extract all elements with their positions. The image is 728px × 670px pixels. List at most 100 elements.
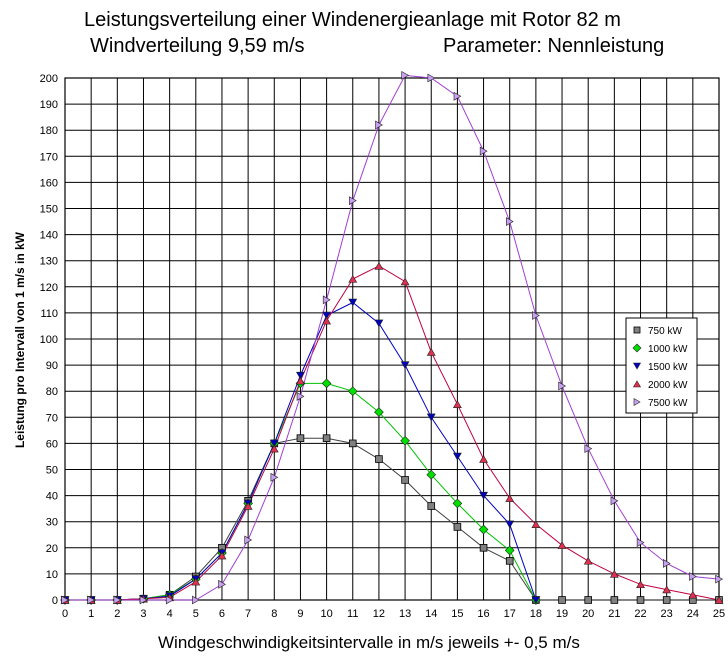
data-point-series-5	[532, 311, 540, 320]
x-tick-label: 16	[477, 608, 489, 620]
legend-marker	[633, 326, 641, 334]
data-point-series-4	[217, 551, 227, 560]
data-point-series-1	[401, 476, 409, 484]
y-tick-label: 30	[46, 517, 58, 529]
x-tick-label: 22	[634, 608, 646, 620]
data-point-series-1	[584, 596, 592, 604]
x-axis-label: Windgeschwindigkeitsintervalle in m/s je…	[158, 633, 580, 652]
x-tick-label: 23	[661, 608, 673, 620]
data-point-series-4	[688, 590, 698, 599]
y-axis-label: Leistung pro Intervall von 1 m/s in kW	[13, 231, 27, 449]
x-tick-label: 6	[219, 608, 225, 620]
x-tick-label: 13	[399, 608, 411, 620]
y-tick-label: 10	[46, 569, 58, 581]
legend-label: 1000 kW	[648, 344, 688, 355]
y-tick-label: 190	[40, 99, 58, 111]
data-point-series-3	[426, 413, 436, 422]
legend-marker	[632, 380, 642, 388]
data-point-series-4	[714, 595, 724, 604]
data-point-series-2	[347, 386, 358, 397]
data-point-series-5	[349, 196, 357, 206]
data-point-series-4	[374, 261, 384, 270]
data-point-series-5	[427, 73, 436, 83]
data-point-series-5	[61, 595, 70, 605]
data-point-series-3	[531, 596, 541, 605]
data-point-series-3	[479, 491, 488, 500]
data-point-series-5	[113, 595, 122, 605]
data-point-series-3	[374, 319, 384, 328]
data-point-series-5	[296, 392, 305, 401]
data-point-series-3	[400, 361, 410, 370]
data-point-series-4	[557, 541, 567, 549]
x-tick-label: 15	[451, 608, 463, 620]
plot-border	[64, 77, 720, 601]
data-point-series-5	[689, 572, 697, 581]
data-point-series-4	[348, 274, 358, 283]
x-tick-label: 20	[582, 608, 594, 620]
chart-subtitle-parameter: Parameter: Nennleistung	[443, 35, 665, 57]
legend-marker	[633, 397, 641, 407]
data-point-series-1	[479, 544, 488, 552]
data-point-series-1	[505, 557, 514, 565]
data-point-series-2	[452, 498, 463, 509]
chart-subtitle-wind: Windverteilung 9,59 m/s	[90, 35, 305, 57]
data-point-series-2	[400, 435, 410, 446]
x-tick-label: 21	[608, 608, 620, 620]
data-point-series-3	[348, 298, 358, 307]
data-point-series-1	[322, 434, 331, 442]
data-point-series-5	[636, 538, 645, 547]
y-tick-label: 110	[40, 308, 58, 320]
data-point-series-5	[584, 444, 593, 454]
data-point-series-4	[243, 502, 253, 510]
data-point-series-2	[321, 378, 332, 389]
legend-label: 7500 kW	[648, 398, 688, 409]
legend-marker	[632, 343, 642, 353]
y-tick-label: 60	[46, 438, 58, 450]
x-tick-label: 9	[297, 608, 303, 620]
data-point-series-4	[322, 316, 332, 325]
data-point-series-1	[636, 596, 645, 604]
data-point-series-5	[506, 217, 514, 226]
y-tick-label: 90	[46, 360, 58, 372]
data-point-series-1	[427, 502, 436, 510]
legend-label: 1500 kW	[648, 362, 688, 373]
data-point-series-5	[165, 595, 174, 605]
y-tick-label: 120	[40, 282, 58, 294]
data-point-series-5	[479, 146, 488, 156]
data-point-series-2	[478, 524, 489, 535]
x-tick-label: 4	[167, 608, 173, 620]
data-point-series-5	[610, 496, 619, 506]
data-point-series-5	[662, 559, 671, 568]
data-point-series-5	[192, 595, 200, 605]
y-tick-label: 180	[40, 125, 58, 137]
data-point-series-5	[270, 472, 279, 482]
y-tick-label: 20	[46, 543, 58, 555]
data-point-series-4	[636, 580, 645, 589]
data-point-series-5	[139, 595, 148, 605]
data-point-series-4	[505, 494, 515, 502]
data-point-series-2	[504, 545, 515, 556]
data-point-series-4	[191, 577, 201, 586]
data-point-series-5	[218, 579, 226, 589]
data-point-series-4	[479, 455, 488, 463]
y-tick-label: 170	[40, 151, 58, 163]
data-point-series-2	[374, 407, 384, 417]
data-point-series-1	[375, 455, 383, 463]
data-point-series-4	[531, 520, 541, 529]
data-point-series-4	[609, 569, 619, 578]
data-point-series-5	[322, 295, 331, 305]
data-point-series-5	[87, 595, 96, 605]
legend-marker	[632, 362, 642, 370]
data-point-series-1	[453, 523, 462, 531]
data-point-series-4	[269, 444, 279, 453]
data-point-series-4	[583, 556, 593, 565]
legend-label: 2000 kW	[648, 380, 688, 391]
data-point-series-4	[296, 376, 305, 385]
data-point-series-1	[558, 596, 566, 604]
x-tick-label: 3	[140, 608, 146, 620]
x-tick-label: 0	[62, 608, 68, 620]
y-tick-label: 50	[46, 465, 58, 477]
data-point-series-5	[375, 120, 383, 130]
data-point-series-3	[452, 452, 462, 461]
